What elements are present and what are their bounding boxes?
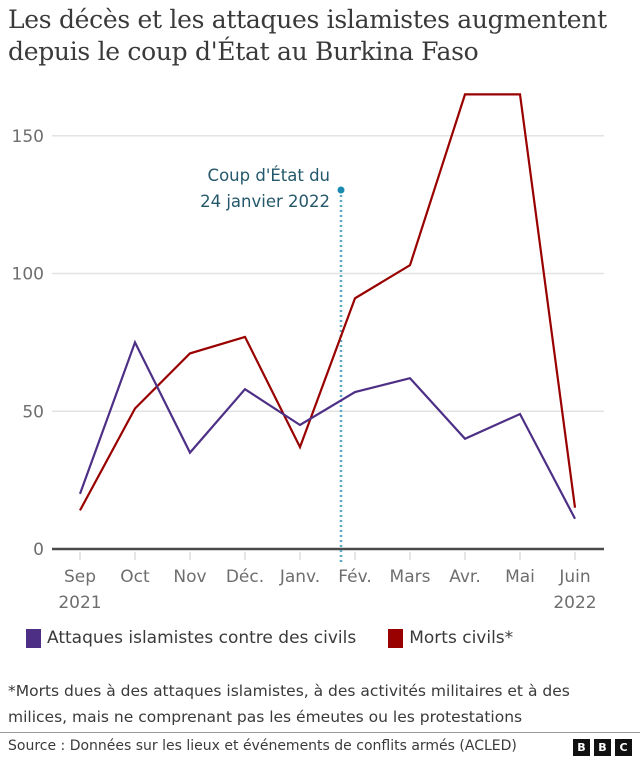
x-tick-label: Oct: [120, 567, 150, 587]
bbc-logo: B B C: [569, 739, 632, 756]
x-year-label: 2021: [58, 593, 101, 613]
x-year-label: 2022: [553, 593, 596, 613]
x-tick-label: Janv.: [279, 567, 320, 587]
source-text: Source : Données sur les lieux et événem…: [8, 738, 517, 754]
legend-label: Attaques islamistes contre des civils: [47, 628, 357, 648]
y-tick-label: 150: [12, 127, 44, 147]
legend-swatch-red: [388, 628, 404, 648]
coup-annotation: Coup d'État du 24 janvier 2022: [200, 166, 345, 562]
logo-letter: B: [573, 739, 590, 756]
y-axis-ticks: 0 50 100 150: [12, 127, 44, 560]
x-tick-label: Fév.: [338, 567, 371, 587]
logo-letter: B: [594, 739, 611, 756]
legend-item-attaques: Attaques islamistes contre des civils: [26, 628, 356, 648]
chart-title: Les décès et les attaques islamistes aug…: [8, 5, 607, 66]
series-line: [78, 339, 576, 520]
x-axis-ticks: Sep 2021 Oct Nov Déc. Janv. Fév. Mars Avr. Mai Jui…: [58, 552, 597, 613]
y-tick-label: 50: [22, 402, 44, 422]
y-tick-label: 100: [12, 265, 44, 285]
data-series: [78, 93, 577, 520]
line-chart: 0 50 100 150 Sep 2021 Oct Nov Déc. Janv. Fév. Mars…: [12, 93, 604, 613]
x-tick-label: Mars: [390, 567, 431, 587]
x-tick-label: Avr.: [449, 567, 481, 587]
x-tick-label: Sep: [64, 567, 96, 587]
annotation-line-2: 24 janvier 2022: [200, 192, 330, 211]
x-tick-label: Juin: [558, 567, 590, 587]
legend-swatch-purple: [26, 628, 41, 648]
coup-marker-dot: [337, 186, 345, 194]
series-line: [79, 93, 577, 511]
x-tick-label: Nov: [173, 567, 206, 587]
y-tick-label: 0: [33, 540, 44, 560]
legend-item-morts: Morts civils*: [388, 628, 513, 648]
x-tick-label: Déc.: [226, 567, 264, 587]
footnote: *Morts dues à des attaques islamistes, à…: [8, 682, 570, 726]
logo-letter: C: [615, 739, 632, 756]
gridlines: [52, 135, 604, 412]
x-tick-label: Mai: [505, 567, 535, 587]
divider: [0, 732, 640, 733]
legend: Attaques islamistes contre des civils Mo…: [26, 628, 545, 648]
annotation-line-1: Coup d'État du: [208, 166, 330, 185]
legend-label: Morts civils*: [409, 628, 514, 648]
